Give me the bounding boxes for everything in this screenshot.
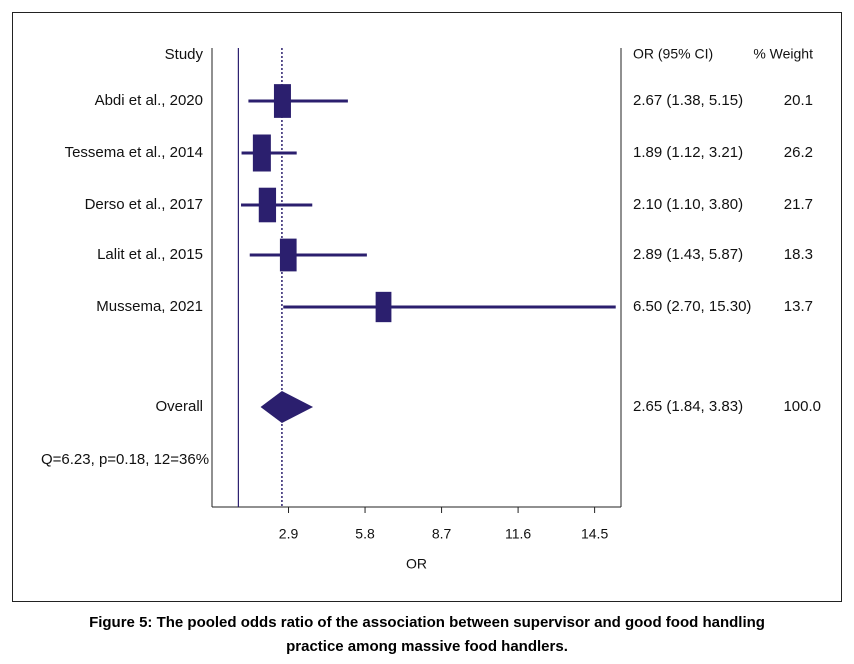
study-weight: 18.3 bbox=[784, 246, 813, 263]
study-label: Lalit et al., 2015 bbox=[97, 246, 203, 263]
study-or-ci: 2.67 (1.38, 5.15) bbox=[633, 92, 743, 109]
study-weight: 21.7 bbox=[784, 196, 813, 213]
x-tick-label: 11.6 bbox=[505, 526, 531, 542]
study-or-ci: 6.50 (2.70, 15.30) bbox=[633, 298, 751, 315]
x-tick-label: 8.7 bbox=[432, 526, 452, 542]
overall-weight: 100.0 bbox=[783, 398, 821, 415]
header-or-ci: OR (95% CI) bbox=[633, 46, 713, 62]
figure-caption-line-1: Figure 5: The pooled odds ratio of the a… bbox=[89, 614, 765, 631]
study-weight: 26.2 bbox=[784, 144, 813, 161]
forest-plot: 2.9 5.8 8.7 11.6 14.5 OR Study OR (95% CI) % Wei… bbox=[41, 46, 821, 572]
study-estimate-marker bbox=[279, 238, 297, 272]
x-tick-label: 14.5 bbox=[581, 526, 608, 542]
study-or-ci: 2.10 (1.10, 3.80) bbox=[633, 196, 743, 213]
x-tick-label: 5.8 bbox=[355, 526, 375, 542]
overall-diamond bbox=[260, 391, 314, 423]
study-label: Mussema, 2021 bbox=[96, 298, 203, 315]
study-weight: 20.1 bbox=[784, 92, 813, 109]
figure-frame: 2.9 5.8 8.7 11.6 14.5 OR Study OR (95% CI) % Wei… bbox=[12, 12, 842, 602]
study-or-ci: 1.89 (1.12, 3.21) bbox=[633, 144, 743, 161]
study-label: Derso et al., 2017 bbox=[85, 196, 203, 213]
header-weight: % Weight bbox=[753, 46, 813, 62]
heterogeneity-statistics: Q=6.23, p=0.18, 12=36% bbox=[41, 451, 209, 468]
header-study: Study bbox=[165, 46, 204, 63]
study-estimate-marker bbox=[273, 84, 291, 118]
study-or-ci: 2.89 (1.43, 5.87) bbox=[633, 246, 743, 263]
study-weight: 13.7 bbox=[784, 298, 813, 315]
x-tick-label: 2.9 bbox=[279, 526, 299, 542]
overall-label: Overall bbox=[155, 398, 203, 415]
figure-caption-line-2: practice among massive food handlers. bbox=[286, 638, 568, 655]
study-estimate-marker bbox=[252, 134, 271, 172]
study-estimate-marker bbox=[258, 187, 277, 223]
study-label: Abdi et al., 2020 bbox=[95, 92, 203, 109]
overall-or-ci: 2.65 (1.84, 3.83) bbox=[633, 398, 743, 415]
study-label: Tessema et al., 2014 bbox=[65, 144, 203, 161]
x-axis-label: OR bbox=[406, 556, 427, 572]
study-estimate-marker bbox=[375, 291, 392, 323]
